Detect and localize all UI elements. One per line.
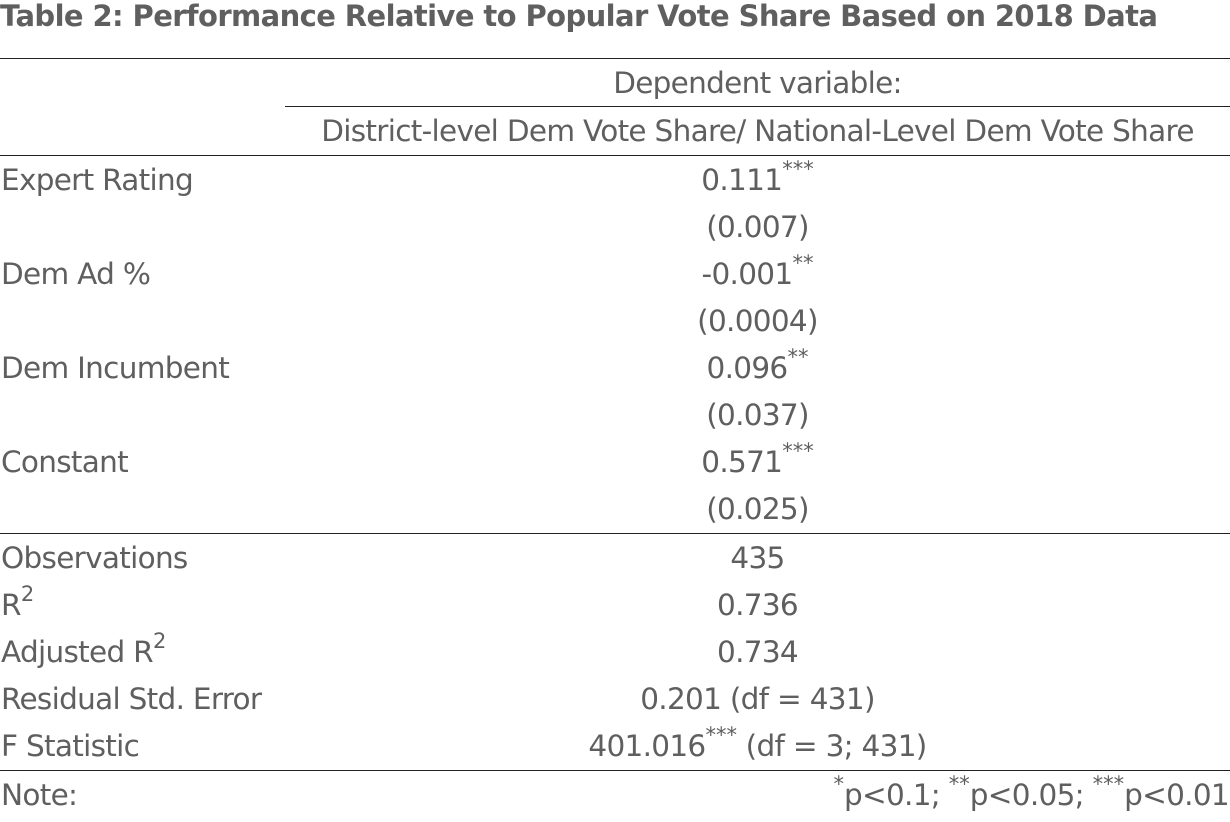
significance-stars: *** — [782, 439, 814, 463]
dependent-variable-label: Dependent variable: — [285, 60, 1230, 107]
stat-value: 401.016*** (df = 3; 431) — [285, 723, 1230, 770]
se-row-dem-ad: (0.0004) — [0, 298, 1230, 345]
coef-label: Expert Rating — [1, 157, 193, 204]
stat-value: 435 — [285, 535, 1230, 582]
dependent-variable-name: District-level Dem Vote Share/ National-… — [285, 108, 1230, 155]
coef-label: Dem Incumbent — [1, 345, 229, 392]
coef-row-dem-incumbent: Dem Incumbent 0.096** — [0, 345, 1230, 392]
stat-row-residual-std-error: Residual Std. Error 0.201 (df = 431) — [0, 676, 1230, 723]
stat-row-f-statistic: F Statistic 401.016*** (df = 3; 431) — [0, 723, 1230, 770]
coef-row-constant: Constant 0.571*** — [0, 439, 1230, 486]
bottom-rule — [0, 770, 1230, 771]
stat-label: R2 — [1, 582, 33, 629]
note-text: *p<0.1; **p<0.05; ***p<0.01 — [285, 772, 1229, 819]
stat-value: 0.734 — [285, 629, 1230, 676]
significance-stars: *** — [706, 723, 738, 747]
stat-label: Adjusted R2 — [1, 629, 166, 676]
se-row-dem-incumbent: (0.037) — [0, 392, 1230, 439]
se-row-constant: (0.025) — [0, 486, 1230, 533]
coef-estimate: 0.096** — [285, 345, 1230, 392]
superscript: 2 — [21, 582, 34, 606]
coef-std-error: (0.025) — [285, 486, 1230, 533]
coef-label: Constant — [1, 439, 128, 486]
coef-row-dem-ad: Dem Ad % -0.001** — [0, 251, 1230, 298]
stat-label: Residual Std. Error — [1, 676, 261, 723]
note-row: Note: *p<0.1; **p<0.05; ***p<0.01 — [0, 772, 1230, 819]
significance-stars: *** — [782, 157, 814, 181]
stat-value: 0.201 (df = 431) — [285, 676, 1230, 723]
table-caption: Table 2: Performance Relative to Popular… — [0, 0, 1230, 36]
stat-label: F Statistic — [1, 723, 139, 770]
header-midrule — [285, 106, 1230, 107]
note-label: Note: — [1, 772, 77, 819]
coef-estimate: -0.001** — [285, 251, 1230, 298]
coef-estimate: 0.571*** — [285, 439, 1230, 486]
top-rule — [0, 58, 1230, 59]
stat-row-adjusted-r2: Adjusted R2 0.734 — [0, 629, 1230, 676]
stat-value: 0.736 — [285, 582, 1230, 629]
coef-std-error: (0.037) — [285, 392, 1230, 439]
coef-std-error: (0.007) — [285, 204, 1230, 251]
se-row-expert-rating: (0.007) — [0, 204, 1230, 251]
stat-label: Observations — [1, 535, 188, 582]
stat-row-observations: Observations 435 — [0, 535, 1230, 582]
coef-std-error: (0.0004) — [285, 298, 1230, 345]
coef-estimate: 0.111*** — [285, 157, 1230, 204]
coef-label: Dem Ad % — [1, 251, 150, 298]
stat-row-r2: R2 0.736 — [0, 582, 1230, 629]
significance-stars: ** — [792, 251, 813, 275]
significance-stars: ** — [787, 345, 808, 369]
superscript: 2 — [153, 629, 166, 653]
header-bottom-rule — [0, 155, 1230, 156]
stats-rule — [0, 533, 1230, 534]
coef-row-expert-rating: Expert Rating 0.111*** — [0, 157, 1230, 204]
